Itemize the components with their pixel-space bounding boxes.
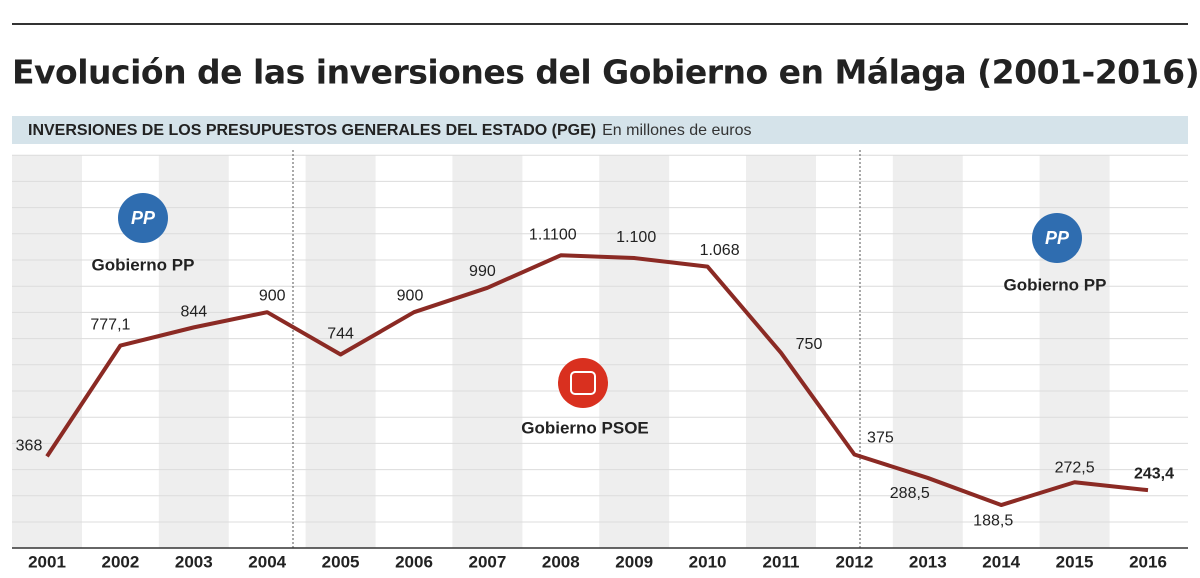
band (599, 155, 670, 548)
x-tick-label: 2004 (248, 552, 286, 571)
value-label: 777,1 (90, 317, 130, 334)
band (158, 155, 229, 548)
x-tick-label: 2007 (468, 552, 506, 571)
x-tick-label: 2012 (835, 552, 873, 571)
line (45, 253, 1149, 508)
value-label: 375 (867, 430, 894, 447)
annotation: Gobierno PP (1004, 275, 1107, 294)
subtitle-band (12, 116, 1188, 144)
band (892, 155, 963, 548)
subtitle: INVERSIONES DE LOS PRESUPUESTOS GENERALE… (28, 122, 752, 139)
pp-logo: PP (1032, 213, 1082, 263)
subtitle-unit: En millones de euros (602, 122, 751, 139)
x-tick-label: 2001 (28, 552, 66, 571)
value-label: 1.100 (616, 229, 656, 246)
value-label: 844 (180, 304, 207, 321)
x-tick-label: 2003 (175, 552, 213, 571)
value-label: 243,4 (1134, 465, 1174, 482)
value-label: 900 (397, 287, 424, 304)
x-tick-label: 2013 (909, 552, 947, 571)
x-tick-label: 2011 (763, 552, 800, 571)
x-tick-label: 2006 (395, 552, 433, 571)
chart-title: Evolución de las inversiones del Gobiern… (12, 53, 1199, 92)
band (452, 155, 523, 548)
x-tick-label: 2005 (322, 552, 360, 571)
subtitle-bold: INVERSIONES DE LOS PRESUPUESTOS GENERALE… (28, 122, 596, 139)
x-tick-label: 2016 (1129, 552, 1167, 571)
band (305, 155, 376, 548)
bands (12, 155, 1110, 548)
plot: 368 2001 777,1 2002 844 2003 900 2004 744 2005 900… (16, 227, 1174, 572)
value-label: 900 (259, 287, 286, 304)
svg-text:PP: PP (131, 208, 156, 228)
annotation: Gobierno PSOE (521, 418, 649, 437)
psoe-logo (558, 358, 608, 408)
x-tick-label: 2014 (982, 552, 1020, 571)
value-label: 744 (327, 326, 354, 343)
value-label: 288,5 (890, 485, 930, 502)
value-label: 1.068 (700, 242, 740, 259)
band (12, 155, 82, 548)
value-label: 990 (469, 263, 496, 280)
value-label: 188,5 (973, 512, 1013, 529)
value-label: 750 (796, 336, 823, 353)
x-tick-label: 2015 (1056, 552, 1094, 571)
x-tick-label: 2008 (542, 552, 580, 571)
value-label: 1.1100 (529, 227, 577, 244)
pp-logo: PP (118, 193, 168, 243)
svg-text:PP: PP (1045, 228, 1070, 248)
grid (12, 154, 1188, 523)
value-label: 368 (16, 438, 43, 455)
x-tick-label: 2002 (101, 552, 139, 571)
value-label: 272,5 (1055, 459, 1095, 476)
x-tick-label: 2010 (689, 552, 727, 571)
x-tick-label: 2009 (615, 552, 653, 571)
annotation: Gobierno PP (92, 255, 195, 274)
